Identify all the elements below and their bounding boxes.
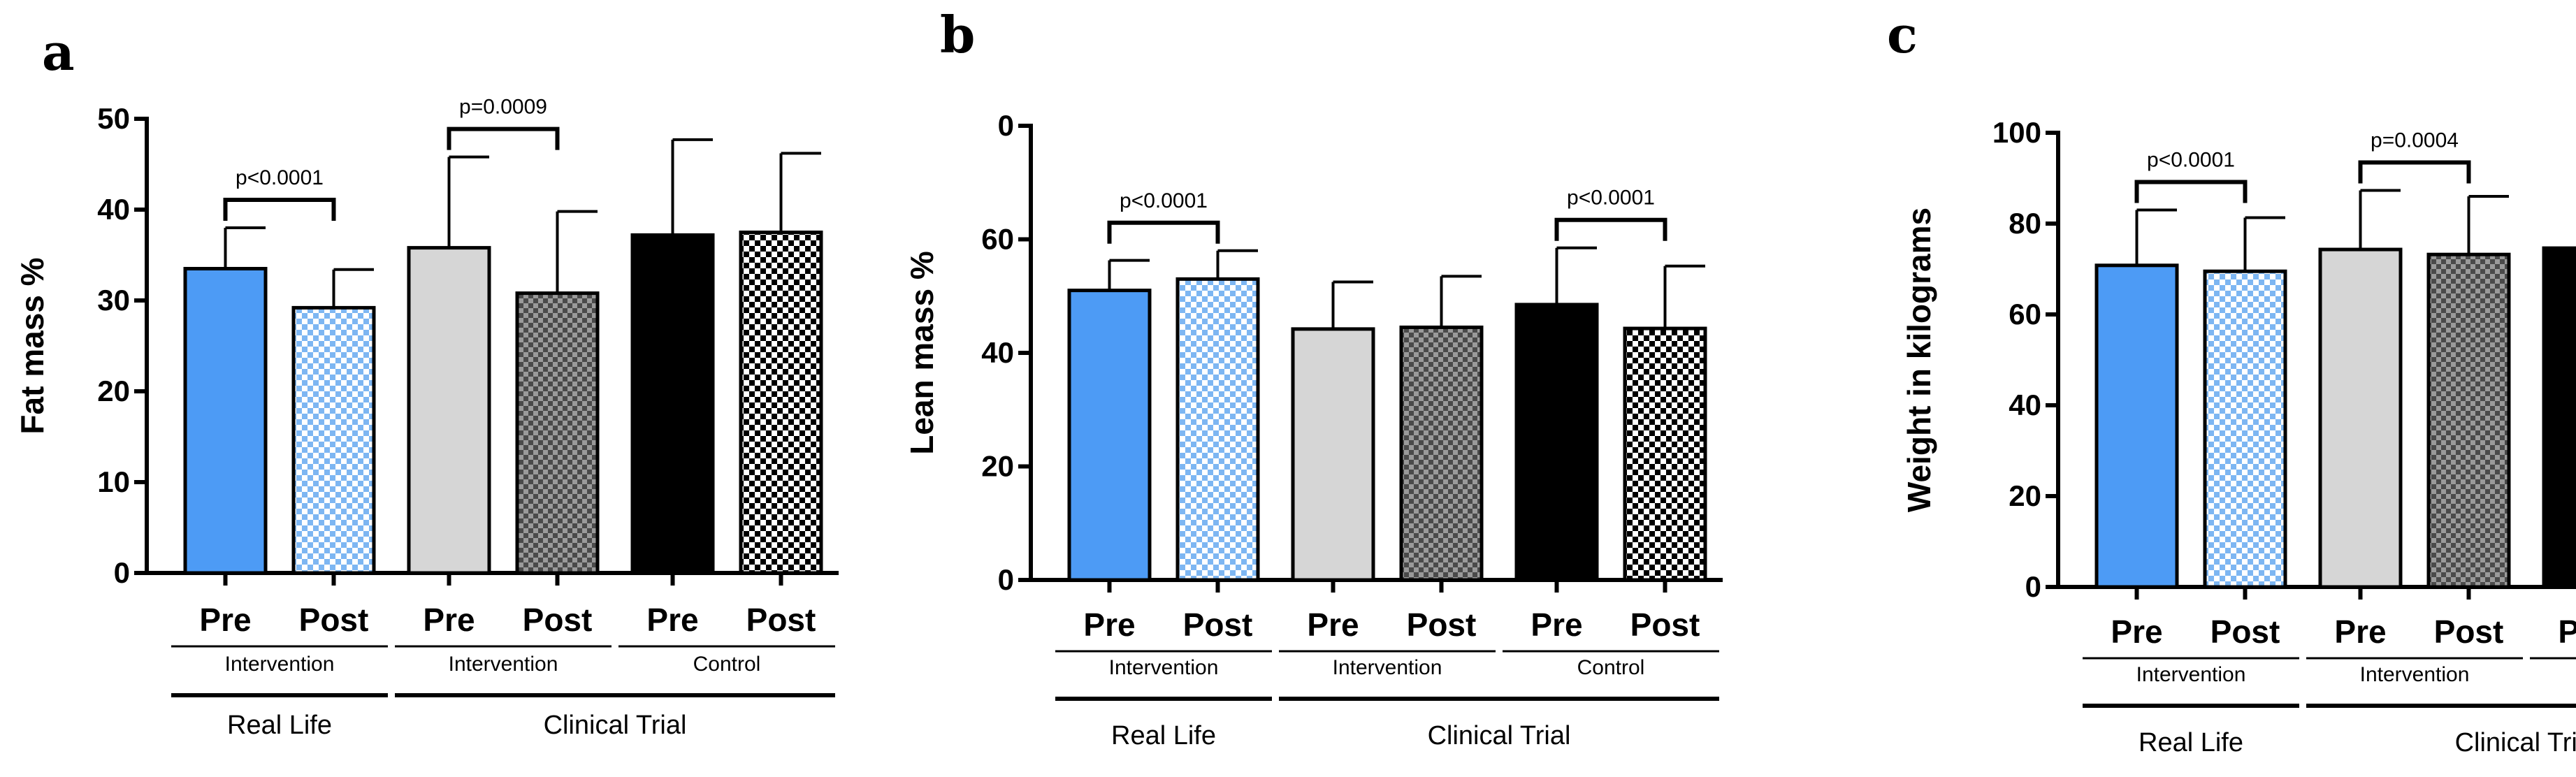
bar-solid-blue: [2094, 263, 2179, 589]
bar-blue-checker: [1175, 277, 1260, 582]
x-category-label: Pre: [199, 602, 251, 638]
x-category-label: Pre: [2111, 613, 2162, 650]
x-category-label: Pre: [1083, 607, 1135, 643]
x-category-label: Post: [1183, 607, 1253, 643]
bar-blue-checker: [291, 305, 376, 575]
x-category-label: Post: [2210, 613, 2280, 650]
panel-c: c Weight in kilograms 0 20 40 60 80 100 Pre Post P…: [1887, 5, 2576, 757]
y-tick-label: 20: [97, 375, 130, 407]
bar-blue-checker: [2203, 269, 2287, 589]
p-value-label: p<0.0001: [1120, 189, 1208, 212]
setting-label: Real Life: [1111, 721, 1216, 750]
x-category-label: Post: [2434, 613, 2504, 650]
y-tick-label: 40: [97, 193, 130, 226]
y-tick-label: 60: [2009, 298, 2041, 331]
group-label: Intervention: [1333, 656, 1442, 679]
y-tick-label: 20: [2009, 479, 2041, 512]
y-tick-label: 100: [1992, 116, 2041, 149]
setting-label: Real Life: [227, 711, 332, 740]
x-category-label: Pre: [1531, 607, 1582, 643]
bar-solid-blue: [183, 267, 268, 575]
bar-gray-checker: [2426, 252, 2511, 589]
x-category-label: Pre: [2334, 613, 2386, 650]
bar-light-gray: [1291, 327, 1375, 582]
x-category-label: Pre: [646, 602, 698, 638]
panel-b: b Lean mass % 0 20 40 60 0 Pre Post Pre Post Pre Pos…: [904, 5, 1723, 750]
bar-gray-checker: [1399, 325, 1484, 582]
group-label: Intervention: [1109, 656, 1219, 679]
p-value-label: p<0.0001: [2147, 149, 2235, 172]
panel-letter: b: [940, 5, 975, 64]
bar-light-gray: [407, 246, 491, 575]
y-axis-label: Fat mass %: [14, 257, 50, 434]
x-category-label: Post: [1407, 607, 1477, 643]
x-category-label: Post: [1630, 607, 1700, 643]
group-label: Intervention: [225, 653, 335, 676]
significance-bracket: [2134, 180, 2248, 203]
y-tick-label: 0: [998, 109, 1014, 142]
setting-label: Clinical Trial: [544, 711, 687, 740]
setting-label: Real Life: [2139, 728, 2243, 757]
significance-bracket: [223, 198, 336, 221]
significance-bracket: [2358, 160, 2471, 184]
y-tick-label: 0: [2025, 570, 2041, 603]
group-label: Intervention: [2360, 663, 2470, 686]
panel-letter: c: [1887, 5, 1918, 64]
x-category-label: Post: [299, 602, 369, 638]
y-tick-label: 40: [2009, 388, 2041, 421]
y-tick-label: 50: [97, 102, 130, 135]
y-tick-label: 0: [998, 563, 1014, 596]
p-value-label: p=0.0004: [2371, 129, 2459, 152]
y-tick-label: 60: [981, 223, 1014, 256]
group-label: Control: [693, 653, 761, 676]
panel-letter: a: [42, 22, 75, 82]
y-axis-label: Lean mass %: [904, 251, 940, 454]
bar-black: [630, 233, 715, 575]
bar-gray-checker: [515, 291, 600, 575]
bar-black: [2542, 246, 2576, 589]
bar-black-white-checker: [1623, 326, 1707, 582]
bar-black-white-checker: [739, 231, 823, 575]
x-category-label: Pre: [2558, 613, 2576, 650]
y-tick-label: 40: [981, 336, 1014, 369]
group-label: Control: [1577, 656, 1645, 679]
setting-label: Clinical Trial: [1428, 721, 1571, 750]
panel-a: a Fat mass % 0 10 20 30 40 50 Pre Post Pre Post Pre P…: [14, 22, 839, 740]
bar-black: [1514, 303, 1599, 582]
y-tick-label: 0: [114, 556, 130, 589]
y-tick-label: 30: [97, 284, 130, 317]
p-value-label: p<0.0001: [1567, 187, 1655, 210]
bar-light-gray: [2318, 247, 2403, 589]
x-category-label: Post: [523, 602, 593, 638]
significance-bracket: [447, 126, 560, 150]
y-tick-label: 10: [97, 465, 130, 498]
p-value-label: p=0.0009: [459, 96, 547, 119]
x-category-label: Pre: [423, 602, 475, 638]
group-label: Intervention: [2136, 663, 2246, 686]
significance-bracket: [1554, 217, 1667, 241]
bar-solid-blue: [1067, 289, 1152, 582]
group-label: Intervention: [449, 653, 558, 676]
y-axis-label: Weight in kilograms: [1901, 208, 1937, 512]
p-value-label: p<0.0001: [236, 166, 324, 189]
setting-label: Clinical Trial: [2455, 728, 2576, 757]
y-tick-label: 80: [2009, 207, 2041, 240]
y-tick-label: 20: [981, 450, 1014, 483]
x-category-label: Post: [746, 602, 816, 638]
significance-bracket: [1107, 220, 1220, 244]
x-category-label: Pre: [1307, 607, 1359, 643]
